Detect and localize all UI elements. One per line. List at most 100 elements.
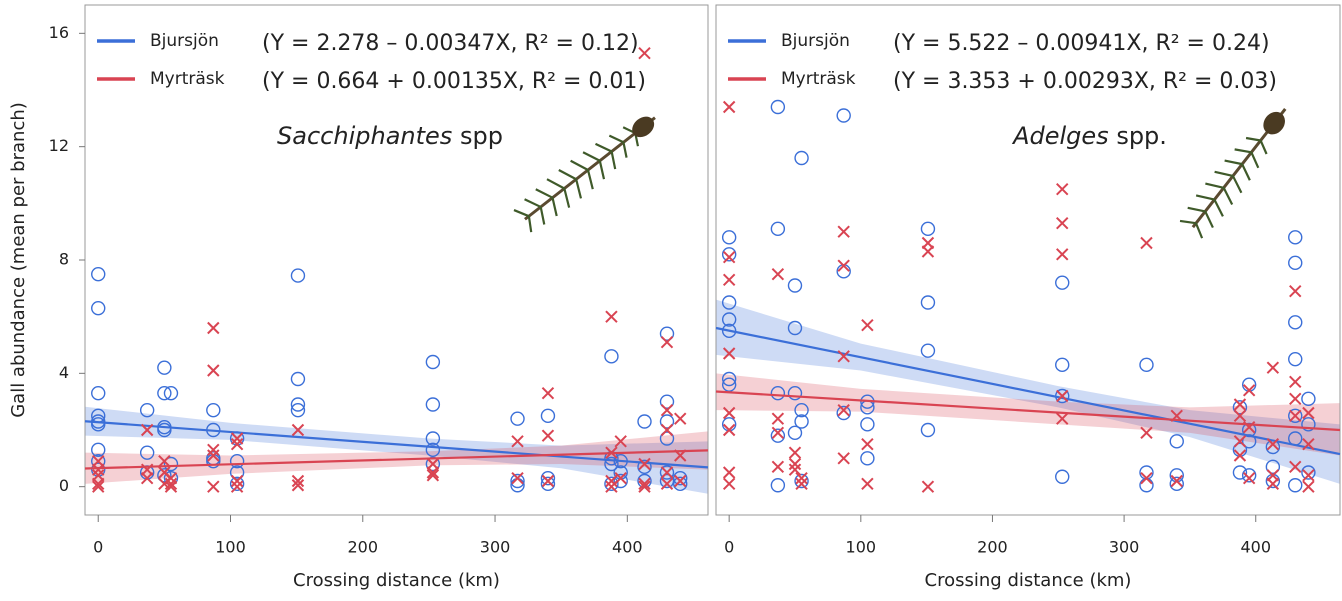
point [920,343,936,358]
point [207,480,220,493]
equation: (Y = 5.522 – 0.00941X, R² = 0.24) [893,31,1270,56]
point [1242,384,1256,397]
point [291,474,305,488]
point [721,371,737,387]
point [788,446,802,459]
point [1140,426,1153,440]
point [92,480,105,493]
point [788,457,802,471]
point [163,385,179,401]
point [660,335,674,349]
point [673,476,688,492]
point [541,474,555,488]
point [787,425,803,441]
point [157,468,172,483]
point [605,474,618,488]
point [510,473,525,489]
point [604,349,619,364]
point [861,318,874,332]
point [140,423,154,437]
point [770,221,786,237]
point [426,469,440,482]
point [1055,357,1070,373]
point [722,100,736,114]
x-tick-label: 300 [1109,538,1140,557]
point [1302,469,1315,482]
confidence-band [85,406,708,494]
point [230,480,244,493]
point [207,449,220,462]
equation: (Y = 0.664 + 0.00135X, R² = 0.01) [262,69,646,94]
x-axis-label: Crossing distance (km) [293,570,500,591]
point [425,431,441,446]
point [659,326,675,341]
point [794,473,809,489]
point [207,321,220,335]
point [92,477,105,491]
point [1266,437,1280,451]
point [510,411,525,426]
point [1288,255,1303,271]
point [1169,476,1184,492]
point [787,278,803,293]
plant-image [513,116,656,233]
x-tick-label: 300 [480,538,511,557]
point [1288,478,1303,493]
point [795,471,808,485]
point [230,432,244,445]
point [207,443,220,457]
point [157,385,172,401]
point [140,471,154,485]
point [674,412,687,425]
point [1301,465,1316,480]
point [722,466,736,479]
point [794,414,809,429]
point [91,417,106,432]
point [638,46,651,60]
point [771,412,785,425]
point [795,477,808,491]
x-tick-label: 200 [347,538,378,557]
x-tick-label: 400 [612,538,643,557]
point [1170,474,1183,488]
y-tick-label: 16 [49,23,69,42]
point [721,323,737,339]
point [91,300,106,316]
annotation-genus: Adelges [1011,122,1109,150]
point [638,477,651,491]
point [1289,284,1302,298]
point [230,474,244,488]
point [836,108,851,123]
point [91,385,106,401]
point [91,442,106,458]
point [920,295,936,310]
fit-line [715,390,1341,432]
equation: (Y = 3.353 + 0.00293X, R² = 0.03) [893,69,1277,94]
point [1169,434,1184,449]
point [1302,480,1315,493]
point [771,426,785,440]
point [1056,412,1069,425]
point [1288,230,1303,245]
x-tick-label: 200 [977,538,1008,557]
x-tick-label: 100 [846,538,877,557]
point [1055,469,1070,484]
x-tick-label: 0 [724,538,734,557]
point [659,394,675,409]
fit-line [84,449,709,470]
legend-label: Bjursjön [781,31,850,51]
point [861,477,874,491]
point [920,422,936,438]
point [1233,409,1247,423]
point [722,273,736,287]
point [637,414,652,429]
point [1140,236,1153,250]
point [1302,437,1315,451]
point [163,456,179,472]
point [920,221,936,237]
point [1056,182,1069,196]
point [425,354,441,370]
point [1301,391,1316,407]
